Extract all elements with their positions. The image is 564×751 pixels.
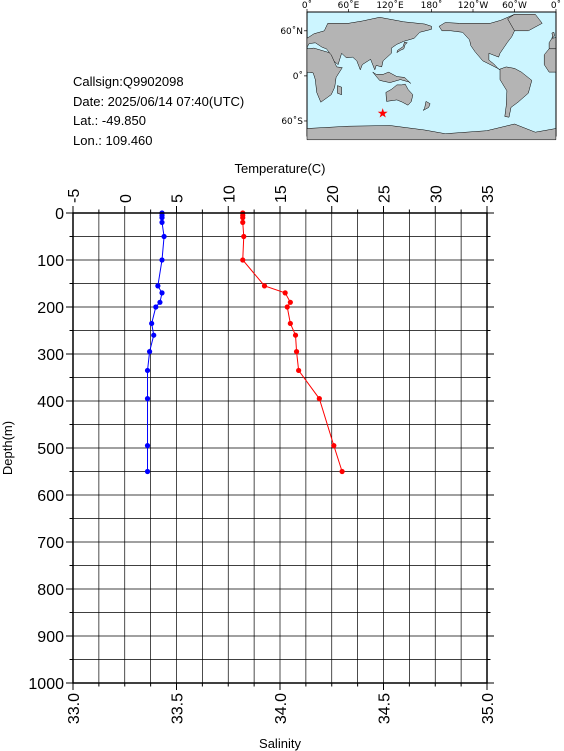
map-longitude-label: 0˚ [302,0,312,11]
salinity-data-point [159,219,165,225]
map-landmass [385,83,414,106]
temperature-data-point [316,396,322,402]
depth-tick-label: 300 [37,347,64,364]
temperature-data-point [296,367,302,374]
salinity-data-point [144,396,151,402]
temperature-tick-label: 25 [377,185,394,203]
temperature-data-point [240,257,246,263]
salinity-tick-label: 34.0 [273,693,290,724]
map-landmass [499,66,533,118]
depth-tick-label: 800 [37,582,64,599]
salinity-profile-line [147,213,165,472]
salinity-data-point [155,283,161,289]
map-longitude-label: 60˚E [338,0,360,11]
map-landmass [507,14,543,32]
longitude-text: Lon.: 109.460 [73,132,153,148]
temperature-data-point [261,283,268,289]
salinity-data-point [144,443,151,449]
salinity-tick-label: 35.0 [480,693,497,724]
temperature-data-point [240,215,246,221]
map-frame-ticks [304,9,557,122]
temperature-data-point [284,304,290,310]
map-landmass [306,47,343,103]
salinity-data-point [161,233,167,240]
map-longitude-label: 120˚E [376,0,404,11]
salinity-tick-label: 33.5 [170,693,187,724]
salinity-axis-title: Salinity [259,736,301,751]
map-labels: 0˚ 60˚E 120˚E 180˚ 120˚W 60˚W 0˚ 60˚N 0˚ 60˚S [280,0,561,127]
salinity-tick-label: 33.0 [66,693,83,724]
map-latitude-label: 60˚S [281,116,303,127]
map-longitude-label: 120˚W [458,0,489,11]
temperature-profile-line [242,213,343,472]
temperature-axis-title: Temperature(C) [234,161,325,176]
chart-grid [72,212,488,684]
map-longitude-label: 0˚ [551,0,561,11]
map-latitude-label: 60˚N [280,26,303,37]
map-latitude-label: 0˚ [293,71,303,82]
map-longitude-label: 180˚ [421,0,443,11]
map-landmass [543,48,557,73]
map-landmass [372,71,411,84]
callsign-text: Callsign:Q9902098 [73,74,184,89]
float-position-marker: ★ [377,106,389,121]
salinity-data-point [146,349,153,355]
depth-tick-label: 700 [37,535,64,552]
temperature-data-point [287,320,293,327]
date-text: Date: 2025/06/14 07:40(UTC) [73,93,245,109]
salinity-data-point [149,320,155,327]
float-info: Callsign:Q9902098 Date: 2025/06/14 07:40… [73,72,244,150]
depth-tick-label: 200 [37,300,64,317]
depth-tick-label: 400 [37,394,64,411]
latitude-text: Lat.: -49.850 [73,113,146,128]
map-landmass [396,41,408,54]
salinity-data-point [153,304,159,310]
temperature-data-point [240,219,246,225]
depth-tick-label: 900 [37,629,64,646]
salinity-data-point [144,468,151,475]
map-landmass [551,31,555,40]
map-landmass [438,14,529,71]
temperature-tick-label: 35 [480,185,497,203]
depth-tick-label: 1000 [28,676,64,693]
chart-ticks [66,206,494,690]
depth-tick-label: 600 [37,488,64,505]
map-land [306,14,557,141]
temperature-tick-label: 30 [428,185,445,203]
temperature-tick-label: 15 [273,185,290,203]
map-landmass [422,101,431,111]
salinity-data-point [151,332,157,338]
temperature-data-point [282,290,288,296]
salinity-data-point [159,215,165,221]
salinity-data-point [157,299,163,305]
depth-tick-label: 100 [37,253,64,270]
temperature-tick-label: 20 [325,185,342,203]
temperature-data-point [331,443,337,449]
location-map: 0˚ 60˚E 120˚E 180˚ 120˚W 60˚W 0˚ 60˚N 0˚ 60˚S ★ [280,0,561,141]
map-landmass [337,85,342,96]
salinity-tick-label: 34.5 [377,693,394,724]
temperature-tick-label: 10 [221,185,238,203]
depth-tick-label: 0 [55,206,64,223]
salinity-data-point [144,367,151,374]
map-landmass [306,123,557,141]
temperature-data-point [292,332,299,338]
temperature-tick-label: 5 [170,194,187,203]
temperature-data-point [287,299,293,305]
temperature-tick-label: -5 [66,189,83,203]
temperature-data-point [241,233,247,240]
temperature-data-point [293,349,300,355]
salinity-data-point [159,257,165,263]
depth-tick-label: 500 [37,441,64,458]
temperature-data-point [339,468,345,475]
salinity-data-point [159,290,165,296]
map-longitude-label: 60˚W [502,0,527,11]
temperature-tick-label: 0 [118,194,135,203]
chart-series [144,210,345,475]
depth-axis-title: Depth(m) [0,421,15,475]
